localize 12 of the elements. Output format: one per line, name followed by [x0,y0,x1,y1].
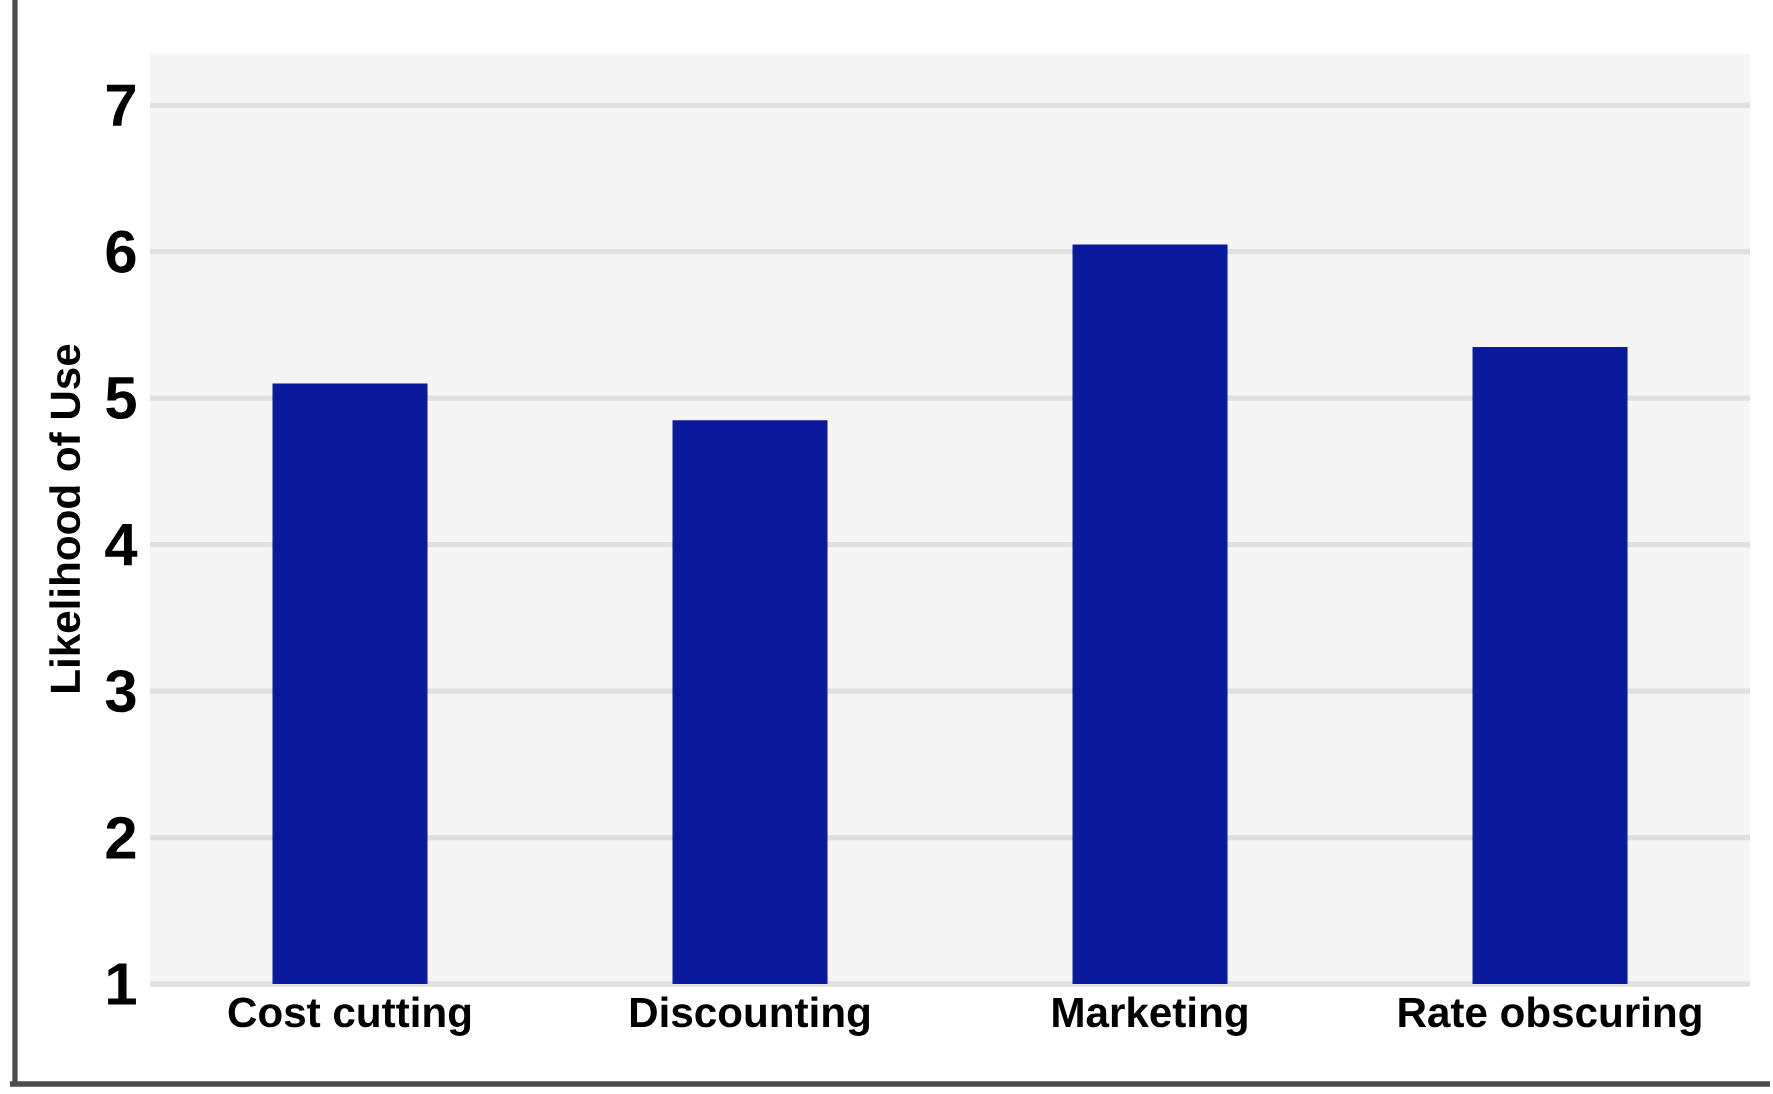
y-tick-label: 4 [105,524,138,566]
x-tick-label: Rate obscuring [1399,996,1701,1036]
x-tick-label: Discounting [630,996,870,1036]
x-tick-label: Marketing [1053,996,1247,1036]
y-tick-label: 2 [106,816,136,859]
y-tick-label: 6 [106,230,136,273]
y-axis-title: Likelihood of Use [49,344,81,692]
x-tick-label: Cost cutting [228,996,471,1036]
y-tick-label: 1 [108,963,136,1005]
y-tick-label: 3 [105,669,136,713]
y-tick-label: 5 [106,377,136,420]
y-tick-label: 7 [106,84,135,126]
